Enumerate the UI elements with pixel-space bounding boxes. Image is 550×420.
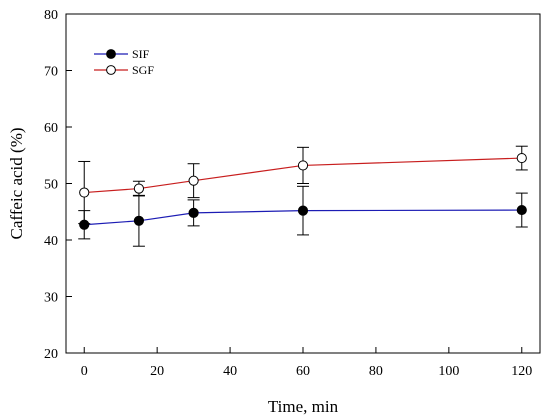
- y-tick-label: 50: [44, 178, 58, 193]
- legend-label: SGF: [132, 63, 154, 77]
- y-tick-label: 30: [44, 291, 58, 306]
- data-point-sgf: [516, 152, 527, 164]
- y-tick-label: 70: [44, 65, 58, 80]
- data-point-sgf: [297, 160, 309, 171]
- axes: 20 30 40 50 60 70 80 0 20 40 60 80 100 120: [44, 8, 541, 379]
- data-point-sgf: [188, 175, 199, 186]
- data-point-sgf: [79, 187, 90, 198]
- series-layer: [78, 145, 528, 247]
- x-tick-label: 60: [296, 364, 310, 379]
- legend-item-sif: SIF: [94, 47, 150, 61]
- x-tick-label: 100: [438, 364, 459, 379]
- x-tick-label: 20: [150, 364, 164, 379]
- data-point-sgf: [133, 183, 145, 194]
- x-tick-label: 120: [511, 364, 532, 379]
- y-tick-label: 60: [44, 121, 58, 136]
- series-sif: [78, 185, 528, 247]
- legend-marker: [106, 49, 116, 59]
- series-sgf: [78, 145, 528, 225]
- legend-marker: [106, 65, 116, 75]
- y-tick-label: 80: [44, 8, 58, 23]
- x-tick-label: 40: [223, 364, 237, 379]
- y-tick-label: 40: [44, 234, 58, 249]
- x-axis-label: Time, min: [268, 397, 339, 416]
- data-point-sif: [133, 215, 145, 226]
- data-point-sif: [188, 207, 199, 218]
- y-tick-label: 20: [44, 347, 58, 362]
- x-tick-label: 80: [369, 364, 383, 379]
- legend: SIF SGF: [94, 47, 154, 77]
- legend-label: SIF: [132, 47, 150, 61]
- data-point-sif: [297, 205, 309, 216]
- x-tick-label: 0: [81, 364, 88, 379]
- y-axis-label: Caffeic acid (%): [7, 127, 26, 239]
- data-point-sif: [516, 204, 527, 216]
- legend-item-sgf: SGF: [94, 63, 154, 77]
